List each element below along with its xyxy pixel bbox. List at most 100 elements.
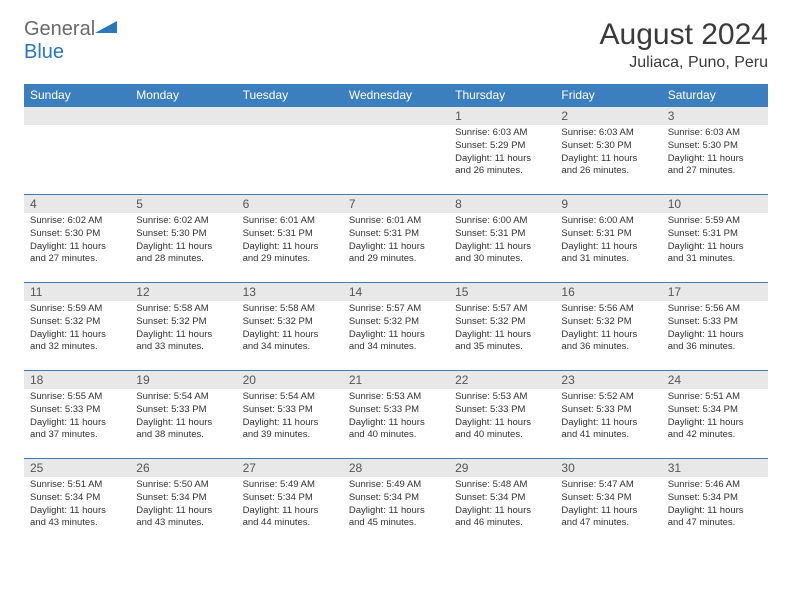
day-details: Sunrise: 5:49 AMSunset: 5:34 PMDaylight:… <box>237 477 343 534</box>
calendar-cell: 1Sunrise: 6:03 AMSunset: 5:29 PMDaylight… <box>449 107 555 195</box>
sunset-line: Sunset: 5:34 PM <box>561 492 655 505</box>
sunset-line: Sunset: 5:31 PM <box>349 228 443 241</box>
calendar-cell: 24Sunrise: 5:51 AMSunset: 5:34 PMDayligh… <box>662 371 768 459</box>
daylight-line: Daylight: 11 hours and 29 minutes. <box>349 241 443 267</box>
day-details: Sunrise: 5:59 AMSunset: 5:31 PMDaylight:… <box>662 213 768 270</box>
day-details: Sunrise: 6:03 AMSunset: 5:30 PMDaylight:… <box>555 125 661 182</box>
daylight-line: Daylight: 11 hours and 36 minutes. <box>668 329 762 355</box>
daylight-line: Daylight: 11 hours and 39 minutes. <box>243 417 337 443</box>
day-number: 27 <box>237 459 343 477</box>
daylight-line: Daylight: 11 hours and 27 minutes. <box>30 241 124 267</box>
calendar-cell: 28Sunrise: 5:49 AMSunset: 5:34 PMDayligh… <box>343 459 449 547</box>
sunrise-line: Sunrise: 5:47 AM <box>561 479 655 492</box>
day-details: Sunrise: 5:47 AMSunset: 5:34 PMDaylight:… <box>555 477 661 534</box>
sunrise-line: Sunrise: 6:02 AM <box>136 215 230 228</box>
daylight-line: Daylight: 11 hours and 38 minutes. <box>136 417 230 443</box>
day-details: Sunrise: 5:53 AMSunset: 5:33 PMDaylight:… <box>449 389 555 446</box>
day-details: Sunrise: 5:59 AMSunset: 5:32 PMDaylight:… <box>24 301 130 358</box>
calendar-cell: 5Sunrise: 6:02 AMSunset: 5:30 PMDaylight… <box>130 195 236 283</box>
calendar-cell: 12Sunrise: 5:58 AMSunset: 5:32 PMDayligh… <box>130 283 236 371</box>
day-details: Sunrise: 5:55 AMSunset: 5:33 PMDaylight:… <box>24 389 130 446</box>
sunset-line: Sunset: 5:31 PM <box>243 228 337 241</box>
day-details: Sunrise: 5:50 AMSunset: 5:34 PMDaylight:… <box>130 477 236 534</box>
calendar-cell: 23Sunrise: 5:52 AMSunset: 5:33 PMDayligh… <box>555 371 661 459</box>
day-number: 19 <box>130 371 236 389</box>
sunset-line: Sunset: 5:31 PM <box>668 228 762 241</box>
header: General Blue August 2024 Juliaca, Puno, … <box>24 18 768 72</box>
dayhead-sunday: Sunday <box>24 84 130 107</box>
logo-general-text: General <box>24 18 95 40</box>
sunrise-line: Sunrise: 5:56 AM <box>561 303 655 316</box>
day-details: Sunrise: 6:01 AMSunset: 5:31 PMDaylight:… <box>343 213 449 270</box>
calendar-cell: 29Sunrise: 5:48 AMSunset: 5:34 PMDayligh… <box>449 459 555 547</box>
calendar-cell: 3Sunrise: 6:03 AMSunset: 5:30 PMDaylight… <box>662 107 768 195</box>
daylight-line: Daylight: 11 hours and 33 minutes. <box>136 329 230 355</box>
day-details: Sunrise: 5:57 AMSunset: 5:32 PMDaylight:… <box>343 301 449 358</box>
sunset-line: Sunset: 5:30 PM <box>136 228 230 241</box>
sunrise-line: Sunrise: 6:00 AM <box>561 215 655 228</box>
sunset-line: Sunset: 5:33 PM <box>561 404 655 417</box>
sunrise-line: Sunrise: 5:54 AM <box>243 391 337 404</box>
calendar-cell <box>24 107 130 195</box>
sunrise-line: Sunrise: 6:03 AM <box>668 127 762 140</box>
day-details: Sunrise: 5:56 AMSunset: 5:33 PMDaylight:… <box>662 301 768 358</box>
daylight-line: Daylight: 11 hours and 35 minutes. <box>455 329 549 355</box>
dayhead-thursday: Thursday <box>449 84 555 107</box>
sunrise-line: Sunrise: 6:02 AM <box>30 215 124 228</box>
day-number: 14 <box>343 283 449 301</box>
sunset-line: Sunset: 5:33 PM <box>136 404 230 417</box>
calendar-week-row: 1Sunrise: 6:03 AMSunset: 5:29 PMDaylight… <box>24 107 768 195</box>
sunrise-line: Sunrise: 6:01 AM <box>243 215 337 228</box>
calendar-cell: 18Sunrise: 5:55 AMSunset: 5:33 PMDayligh… <box>24 371 130 459</box>
sunset-line: Sunset: 5:33 PM <box>455 404 549 417</box>
day-details: Sunrise: 5:48 AMSunset: 5:34 PMDaylight:… <box>449 477 555 534</box>
calendar-cell: 21Sunrise: 5:53 AMSunset: 5:33 PMDayligh… <box>343 371 449 459</box>
day-number: 7 <box>343 195 449 213</box>
sunrise-line: Sunrise: 5:53 AM <box>349 391 443 404</box>
sunrise-line: Sunrise: 5:52 AM <box>561 391 655 404</box>
daylight-line: Daylight: 11 hours and 43 minutes. <box>136 505 230 531</box>
daylight-line: Daylight: 11 hours and 32 minutes. <box>30 329 124 355</box>
calendar-week-row: 4Sunrise: 6:02 AMSunset: 5:30 PMDaylight… <box>24 195 768 283</box>
calendar-cell: 25Sunrise: 5:51 AMSunset: 5:34 PMDayligh… <box>24 459 130 547</box>
day-number: 12 <box>130 283 236 301</box>
dayhead-friday: Friday <box>555 84 661 107</box>
sunset-line: Sunset: 5:32 PM <box>349 316 443 329</box>
calendar-cell <box>343 107 449 195</box>
day-number: 13 <box>237 283 343 301</box>
sunrise-line: Sunrise: 5:50 AM <box>136 479 230 492</box>
sunrise-line: Sunrise: 5:58 AM <box>243 303 337 316</box>
calendar-week-row: 18Sunrise: 5:55 AMSunset: 5:33 PMDayligh… <box>24 371 768 459</box>
calendar-page: General Blue August 2024 Juliaca, Puno, … <box>0 0 792 559</box>
daylight-line: Daylight: 11 hours and 30 minutes. <box>455 241 549 267</box>
sunrise-line: Sunrise: 5:49 AM <box>349 479 443 492</box>
sunrise-line: Sunrise: 6:00 AM <box>455 215 549 228</box>
calendar-cell: 19Sunrise: 5:54 AMSunset: 5:33 PMDayligh… <box>130 371 236 459</box>
calendar-cell: 4Sunrise: 6:02 AMSunset: 5:30 PMDaylight… <box>24 195 130 283</box>
sunrise-line: Sunrise: 5:48 AM <box>455 479 549 492</box>
sunrise-line: Sunrise: 5:59 AM <box>668 215 762 228</box>
dayhead-tuesday: Tuesday <box>237 84 343 107</box>
sunset-line: Sunset: 5:32 PM <box>561 316 655 329</box>
sunrise-line: Sunrise: 5:59 AM <box>30 303 124 316</box>
calendar-body: 1Sunrise: 6:03 AMSunset: 5:29 PMDaylight… <box>24 107 768 547</box>
calendar-header-row: Sunday Monday Tuesday Wednesday Thursday… <box>24 84 768 107</box>
day-details: Sunrise: 5:51 AMSunset: 5:34 PMDaylight:… <box>24 477 130 534</box>
sunset-line: Sunset: 5:34 PM <box>136 492 230 505</box>
calendar-cell: 22Sunrise: 5:53 AMSunset: 5:33 PMDayligh… <box>449 371 555 459</box>
sunset-line: Sunset: 5:29 PM <box>455 140 549 153</box>
day-details: Sunrise: 5:58 AMSunset: 5:32 PMDaylight:… <box>237 301 343 358</box>
sunset-line: Sunset: 5:33 PM <box>668 316 762 329</box>
sunrise-line: Sunrise: 5:55 AM <box>30 391 124 404</box>
calendar-cell: 27Sunrise: 5:49 AMSunset: 5:34 PMDayligh… <box>237 459 343 547</box>
sunrise-line: Sunrise: 5:51 AM <box>30 479 124 492</box>
sunset-line: Sunset: 5:33 PM <box>349 404 443 417</box>
sunset-line: Sunset: 5:30 PM <box>668 140 762 153</box>
calendar-week-row: 11Sunrise: 5:59 AMSunset: 5:32 PMDayligh… <box>24 283 768 371</box>
daylight-line: Daylight: 11 hours and 28 minutes. <box>136 241 230 267</box>
daylight-line: Daylight: 11 hours and 40 minutes. <box>455 417 549 443</box>
daylight-line: Daylight: 11 hours and 31 minutes. <box>561 241 655 267</box>
calendar-cell: 20Sunrise: 5:54 AMSunset: 5:33 PMDayligh… <box>237 371 343 459</box>
sunset-line: Sunset: 5:32 PM <box>30 316 124 329</box>
daylight-line: Daylight: 11 hours and 42 minutes. <box>668 417 762 443</box>
